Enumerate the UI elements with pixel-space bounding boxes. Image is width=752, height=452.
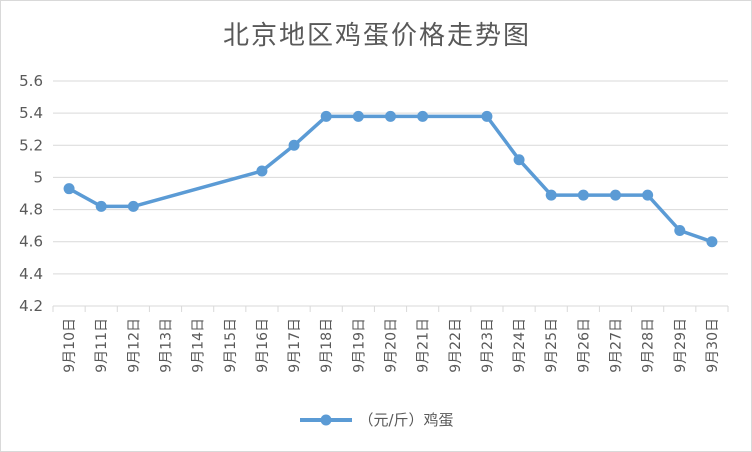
data-point	[352, 110, 364, 122]
x-tick-label: 9月27日	[609, 318, 625, 373]
x-tick-label: 9月20日	[384, 318, 400, 373]
x-tick-label: 9月29日	[673, 318, 689, 373]
data-point	[127, 200, 139, 212]
x-tick-label: 9月24日	[512, 318, 528, 373]
x-tick-label: 9月22日	[448, 318, 464, 373]
x-tick-label: 9月26日	[576, 318, 592, 373]
data-point	[417, 110, 429, 122]
x-tick-label: 9月15日	[223, 318, 239, 373]
y-tick-label: 4.8	[19, 201, 43, 219]
y-tick-label: 4.2	[19, 297, 43, 315]
x-tick-label: 9月10日	[62, 318, 78, 373]
data-point	[706, 236, 718, 248]
series-line	[68, 114, 713, 244]
data-point	[481, 110, 493, 122]
x-tick-label: 9月12日	[126, 318, 142, 373]
x-tick-label: 9月19日	[351, 318, 367, 373]
x-tick-label: 9月13日	[159, 318, 175, 373]
x-tick-label: 9月11日	[94, 318, 110, 373]
data-point	[577, 189, 589, 201]
data-point	[63, 183, 75, 195]
x-tick-label: 9月28日	[641, 318, 657, 373]
chart-title: 北京地区鸡蛋价格走势图	[222, 21, 531, 51]
data-point	[642, 189, 654, 201]
x-tick-label: 9月14日	[191, 318, 207, 373]
legend: （元/斤）鸡蛋	[1, 409, 751, 431]
data-point	[256, 165, 268, 177]
y-tick-label: 5.4	[19, 104, 43, 122]
y-tick-label: 4.6	[19, 233, 43, 251]
data-point	[513, 154, 525, 166]
y-tick-label: 5.6	[19, 72, 43, 90]
data-point	[545, 189, 557, 201]
legend-line-marker-icon	[300, 414, 353, 425]
x-tick-label: 9月25日	[544, 318, 560, 373]
data-point	[95, 200, 107, 212]
y-tick-label: 4.4	[19, 265, 43, 283]
y-tick-label: 5.2	[19, 136, 43, 154]
legend-dot	[320, 414, 332, 425]
y-tick-label: 5	[33, 168, 43, 186]
data-point	[674, 224, 686, 236]
x-tick-label: 9月30日	[705, 318, 721, 373]
data-point	[320, 110, 332, 122]
x-tick-label: 9月16日	[255, 318, 271, 373]
x-tick-label: 9月17日	[287, 318, 303, 373]
data-point	[288, 139, 300, 151]
legend-label: （元/斤）鸡蛋	[358, 411, 454, 429]
x-tick-label: 9月18日	[319, 318, 335, 373]
legend-item: （元/斤）鸡蛋	[300, 409, 454, 430]
data-point	[610, 189, 621, 201]
x-tick-label: 9月23日	[480, 318, 496, 373]
data-point	[385, 110, 396, 122]
x-tick-label: 9月21日	[416, 318, 432, 373]
